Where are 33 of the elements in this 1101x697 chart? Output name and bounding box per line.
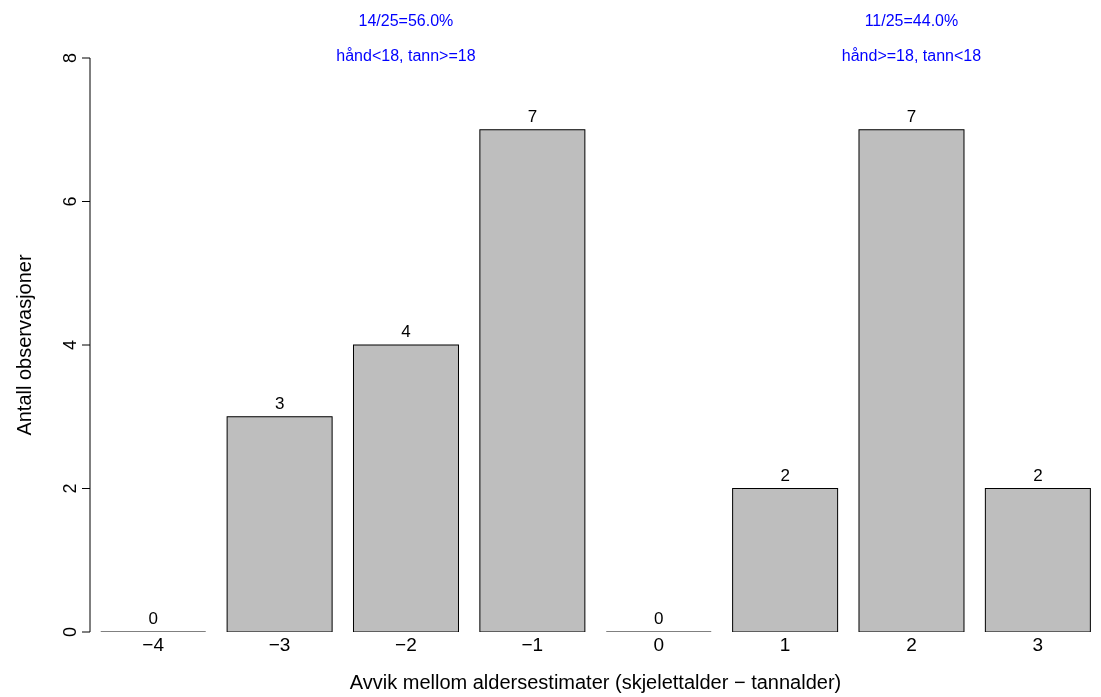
text: 11/25=44.0%	[863, 12, 960, 30]
x-tick-label: 1	[779, 634, 791, 656]
data-label: 2	[780, 465, 790, 485]
bar	[858, 129, 965, 632]
x-axis-title: Avvik mellom aldersestimater (skjelettalder − tannalder)	[348, 671, 843, 694]
data-label: 7	[906, 106, 917, 126]
y-axis-title: Antall observasjoner	[12, 254, 36, 436]
data-label: 7	[527, 106, 538, 126]
annotation: hånd<18, tann>=18	[335, 47, 477, 65]
data-label: 0	[654, 609, 664, 628]
bar	[732, 488, 839, 632]
bar	[352, 344, 459, 632]
x-tick-label: 2	[906, 634, 917, 656]
y-tick-label: 8	[60, 52, 80, 64]
bar	[479, 129, 586, 632]
y-tick-label: 2	[60, 483, 80, 494]
y-tick-label: 0	[60, 626, 80, 638]
data-label: 2	[1033, 465, 1043, 485]
x-tick-label: 3	[1032, 634, 1044, 656]
y-tick-label: 4	[60, 339, 80, 351]
x-tick-label: −2	[395, 634, 417, 656]
x-tick-label: 0	[653, 634, 664, 656]
annotation: hånd>=18, tann<18	[840, 47, 983, 65]
data-label: 0	[148, 609, 158, 628]
y-tick-label: 6	[60, 196, 80, 207]
data-label: 4	[401, 322, 411, 341]
text: 14/25=56.0%	[357, 12, 455, 30]
x-tick-label: −4	[142, 634, 165, 656]
data-label: 3	[274, 393, 285, 413]
bar	[226, 416, 333, 632]
x-tick-label: −3	[268, 634, 291, 656]
x-tick-label: −1	[521, 634, 544, 656]
bar	[984, 488, 1091, 632]
